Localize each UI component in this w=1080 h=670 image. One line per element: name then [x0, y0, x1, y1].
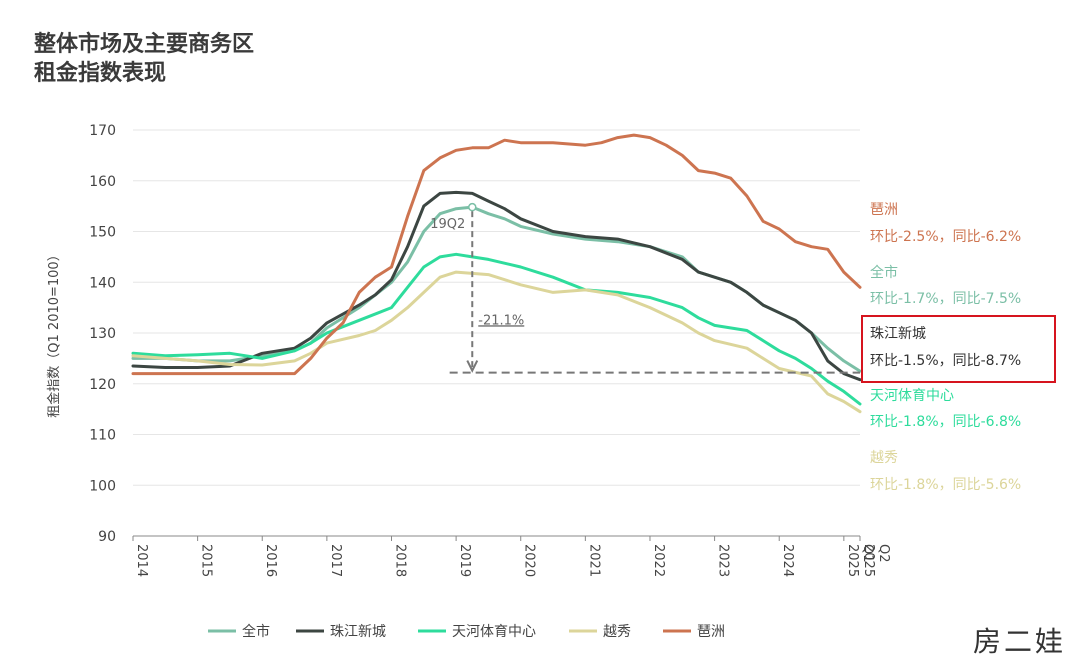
y-tick-label: 160 [89, 174, 116, 190]
x-tick-label: 2021 [586, 544, 601, 577]
x-tick-label: 2025Q1 [845, 544, 875, 577]
legend-label-tianhe: 天河体育中心 [452, 624, 536, 640]
drop-percent-label: -21.1% [478, 313, 524, 328]
watermark: 房二娃 [972, 625, 1066, 658]
title-line-2: 租金指数表现 [34, 61, 167, 86]
y-tick-label: 140 [89, 275, 116, 291]
legend-label-yuexiu: 越秀 [603, 624, 631, 640]
series-line-pazhou [131, 133, 862, 376]
side-label-tianhe-change: 环比-1.8%，同比-6.8% [870, 414, 1021, 430]
series-line-zhujiang [131, 190, 862, 382]
series-line-tianhe [131, 252, 862, 406]
legend-label-quanshi: 全市 [242, 623, 270, 640]
x-tick-label: 2017 [328, 544, 343, 577]
x-tick-label: 2025Q2 [861, 544, 891, 577]
y-axis-title: 租金指数（Q1 2010=100） [46, 248, 62, 417]
title-line-1: 整体市场及主要商务区 [34, 32, 255, 57]
x-tick-label: 2019 [457, 544, 472, 577]
x-tick-label: 2014 [134, 544, 149, 577]
legend-label-pazhou: 琶洲 [697, 624, 725, 640]
series-line-yuexiu [131, 270, 862, 414]
x-tick-label: 2018 [392, 544, 407, 577]
legend-label-zhujiang: 珠江新城 [330, 624, 386, 640]
side-label-zhujiang-change: 环比-1.5%，同比-8.7% [870, 353, 1021, 369]
side-label-quanshi-name: 全市 [870, 264, 898, 281]
side-label-yuexiu-name: 越秀 [870, 450, 898, 466]
y-tick-label: 100 [89, 478, 116, 494]
x-tick-label: 2015 [199, 544, 214, 577]
side-label-pazhou-change: 环比-2.5%，同比-6.2% [870, 229, 1021, 245]
x-tick-label: 2016 [263, 544, 278, 577]
y-tick-label: 150 [89, 225, 116, 241]
side-label-yuexiu-change: 环比-1.8%，同比-5.6% [870, 477, 1021, 493]
chart-title: 整体市场及主要商务区 租金指数表现 [34, 30, 254, 88]
y-tick-label: 170 [89, 123, 116, 139]
x-tick-label: 2022 [651, 544, 666, 577]
x-tick-label: 2023 [716, 544, 731, 577]
peak-label: 19Q2 [430, 217, 465, 232]
peak-marker [468, 202, 477, 212]
y-tick-label: 130 [89, 326, 116, 342]
side-label-zhujiang-name: 珠江新城 [870, 326, 926, 342]
arrow-head [466, 360, 479, 373]
x-tick-label: 2020 [522, 544, 537, 577]
highlight-box [861, 315, 1056, 383]
y-tick-label: 110 [89, 428, 116, 444]
side-label-quanshi-change: 环比-1.7%，同比-7.5% [870, 291, 1021, 307]
side-label-pazhou-name: 琶洲 [870, 202, 898, 218]
side-label-tianhe-name: 天河体育中心 [870, 388, 954, 404]
y-tick-label: 120 [89, 377, 116, 393]
y-tick-label: 90 [98, 529, 116, 545]
x-tick-label: 2024 [780, 544, 795, 577]
